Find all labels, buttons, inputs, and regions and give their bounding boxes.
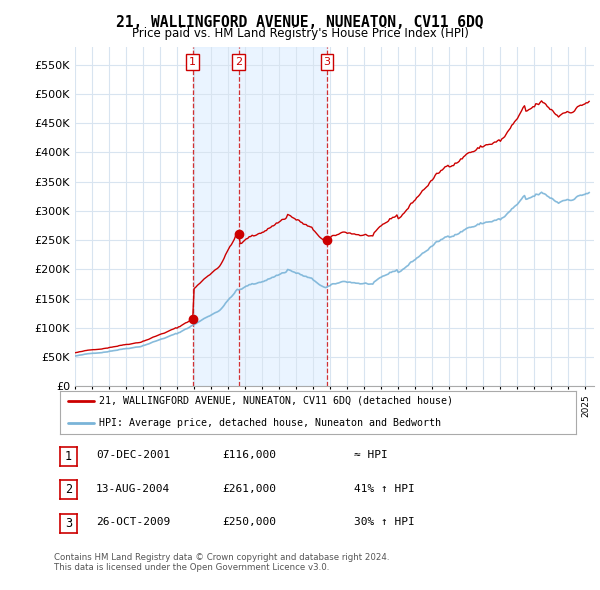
Text: HPI: Average price, detached house, Nuneaton and Bedworth: HPI: Average price, detached house, Nune… <box>98 418 440 428</box>
Text: 1: 1 <box>65 450 72 463</box>
Text: £261,000: £261,000 <box>222 484 276 493</box>
Text: 26-OCT-2009: 26-OCT-2009 <box>96 517 170 527</box>
Text: 07-DEC-2001: 07-DEC-2001 <box>96 451 170 460</box>
Text: 1: 1 <box>189 57 196 67</box>
Text: 30% ↑ HPI: 30% ↑ HPI <box>354 517 415 527</box>
Text: 2: 2 <box>235 57 242 67</box>
Text: Contains HM Land Registry data © Crown copyright and database right 2024.: Contains HM Land Registry data © Crown c… <box>54 553 389 562</box>
Text: Price paid vs. HM Land Registry's House Price Index (HPI): Price paid vs. HM Land Registry's House … <box>131 27 469 40</box>
Text: £250,000: £250,000 <box>222 517 276 527</box>
Text: ≈ HPI: ≈ HPI <box>354 451 388 460</box>
Text: 41% ↑ HPI: 41% ↑ HPI <box>354 484 415 493</box>
Text: 13-AUG-2004: 13-AUG-2004 <box>96 484 170 493</box>
Text: 21, WALLINGFORD AVENUE, NUNEATON, CV11 6DQ (detached house): 21, WALLINGFORD AVENUE, NUNEATON, CV11 6… <box>98 395 453 405</box>
Text: 2: 2 <box>65 483 72 496</box>
Text: 21, WALLINGFORD AVENUE, NUNEATON, CV11 6DQ: 21, WALLINGFORD AVENUE, NUNEATON, CV11 6… <box>116 15 484 30</box>
Text: 3: 3 <box>65 517 72 530</box>
Text: 3: 3 <box>323 57 331 67</box>
Bar <box>193 47 327 386</box>
Text: This data is licensed under the Open Government Licence v3.0.: This data is licensed under the Open Gov… <box>54 563 329 572</box>
Text: £116,000: £116,000 <box>222 451 276 460</box>
